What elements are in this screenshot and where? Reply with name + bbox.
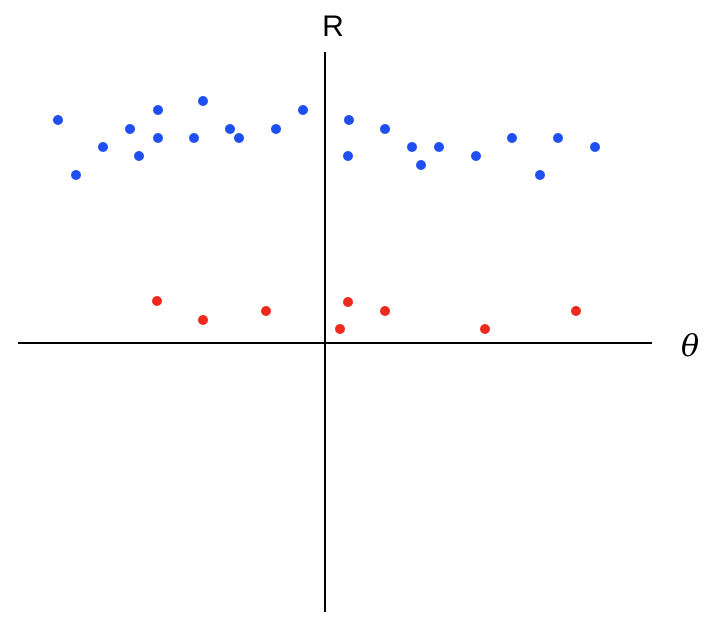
point: [471, 151, 481, 161]
x-axis-label: θ: [681, 329, 699, 364]
point: [507, 133, 517, 143]
point: [153, 105, 163, 115]
point: [344, 115, 354, 125]
point: [535, 170, 545, 180]
point: [198, 315, 208, 325]
point: [152, 296, 162, 306]
point: [153, 133, 163, 143]
point: [271, 124, 281, 134]
y-axis-label: R: [322, 10, 344, 43]
point: [225, 124, 235, 134]
point: [380, 124, 390, 134]
point: [198, 96, 208, 106]
point: [407, 142, 417, 152]
point: [134, 151, 144, 161]
point: [189, 133, 199, 143]
point: [416, 160, 426, 170]
point: [343, 297, 353, 307]
point: [298, 105, 308, 115]
point: [71, 170, 81, 180]
point: [380, 306, 390, 316]
point: [343, 151, 353, 161]
point: [553, 133, 563, 143]
point: [434, 142, 444, 152]
point: [125, 124, 135, 134]
point: [234, 133, 244, 143]
point: [480, 324, 490, 334]
point: [335, 324, 345, 334]
point: [571, 306, 581, 316]
point: [590, 142, 600, 152]
point: [98, 142, 108, 152]
point: [53, 115, 63, 125]
point: [261, 306, 271, 316]
